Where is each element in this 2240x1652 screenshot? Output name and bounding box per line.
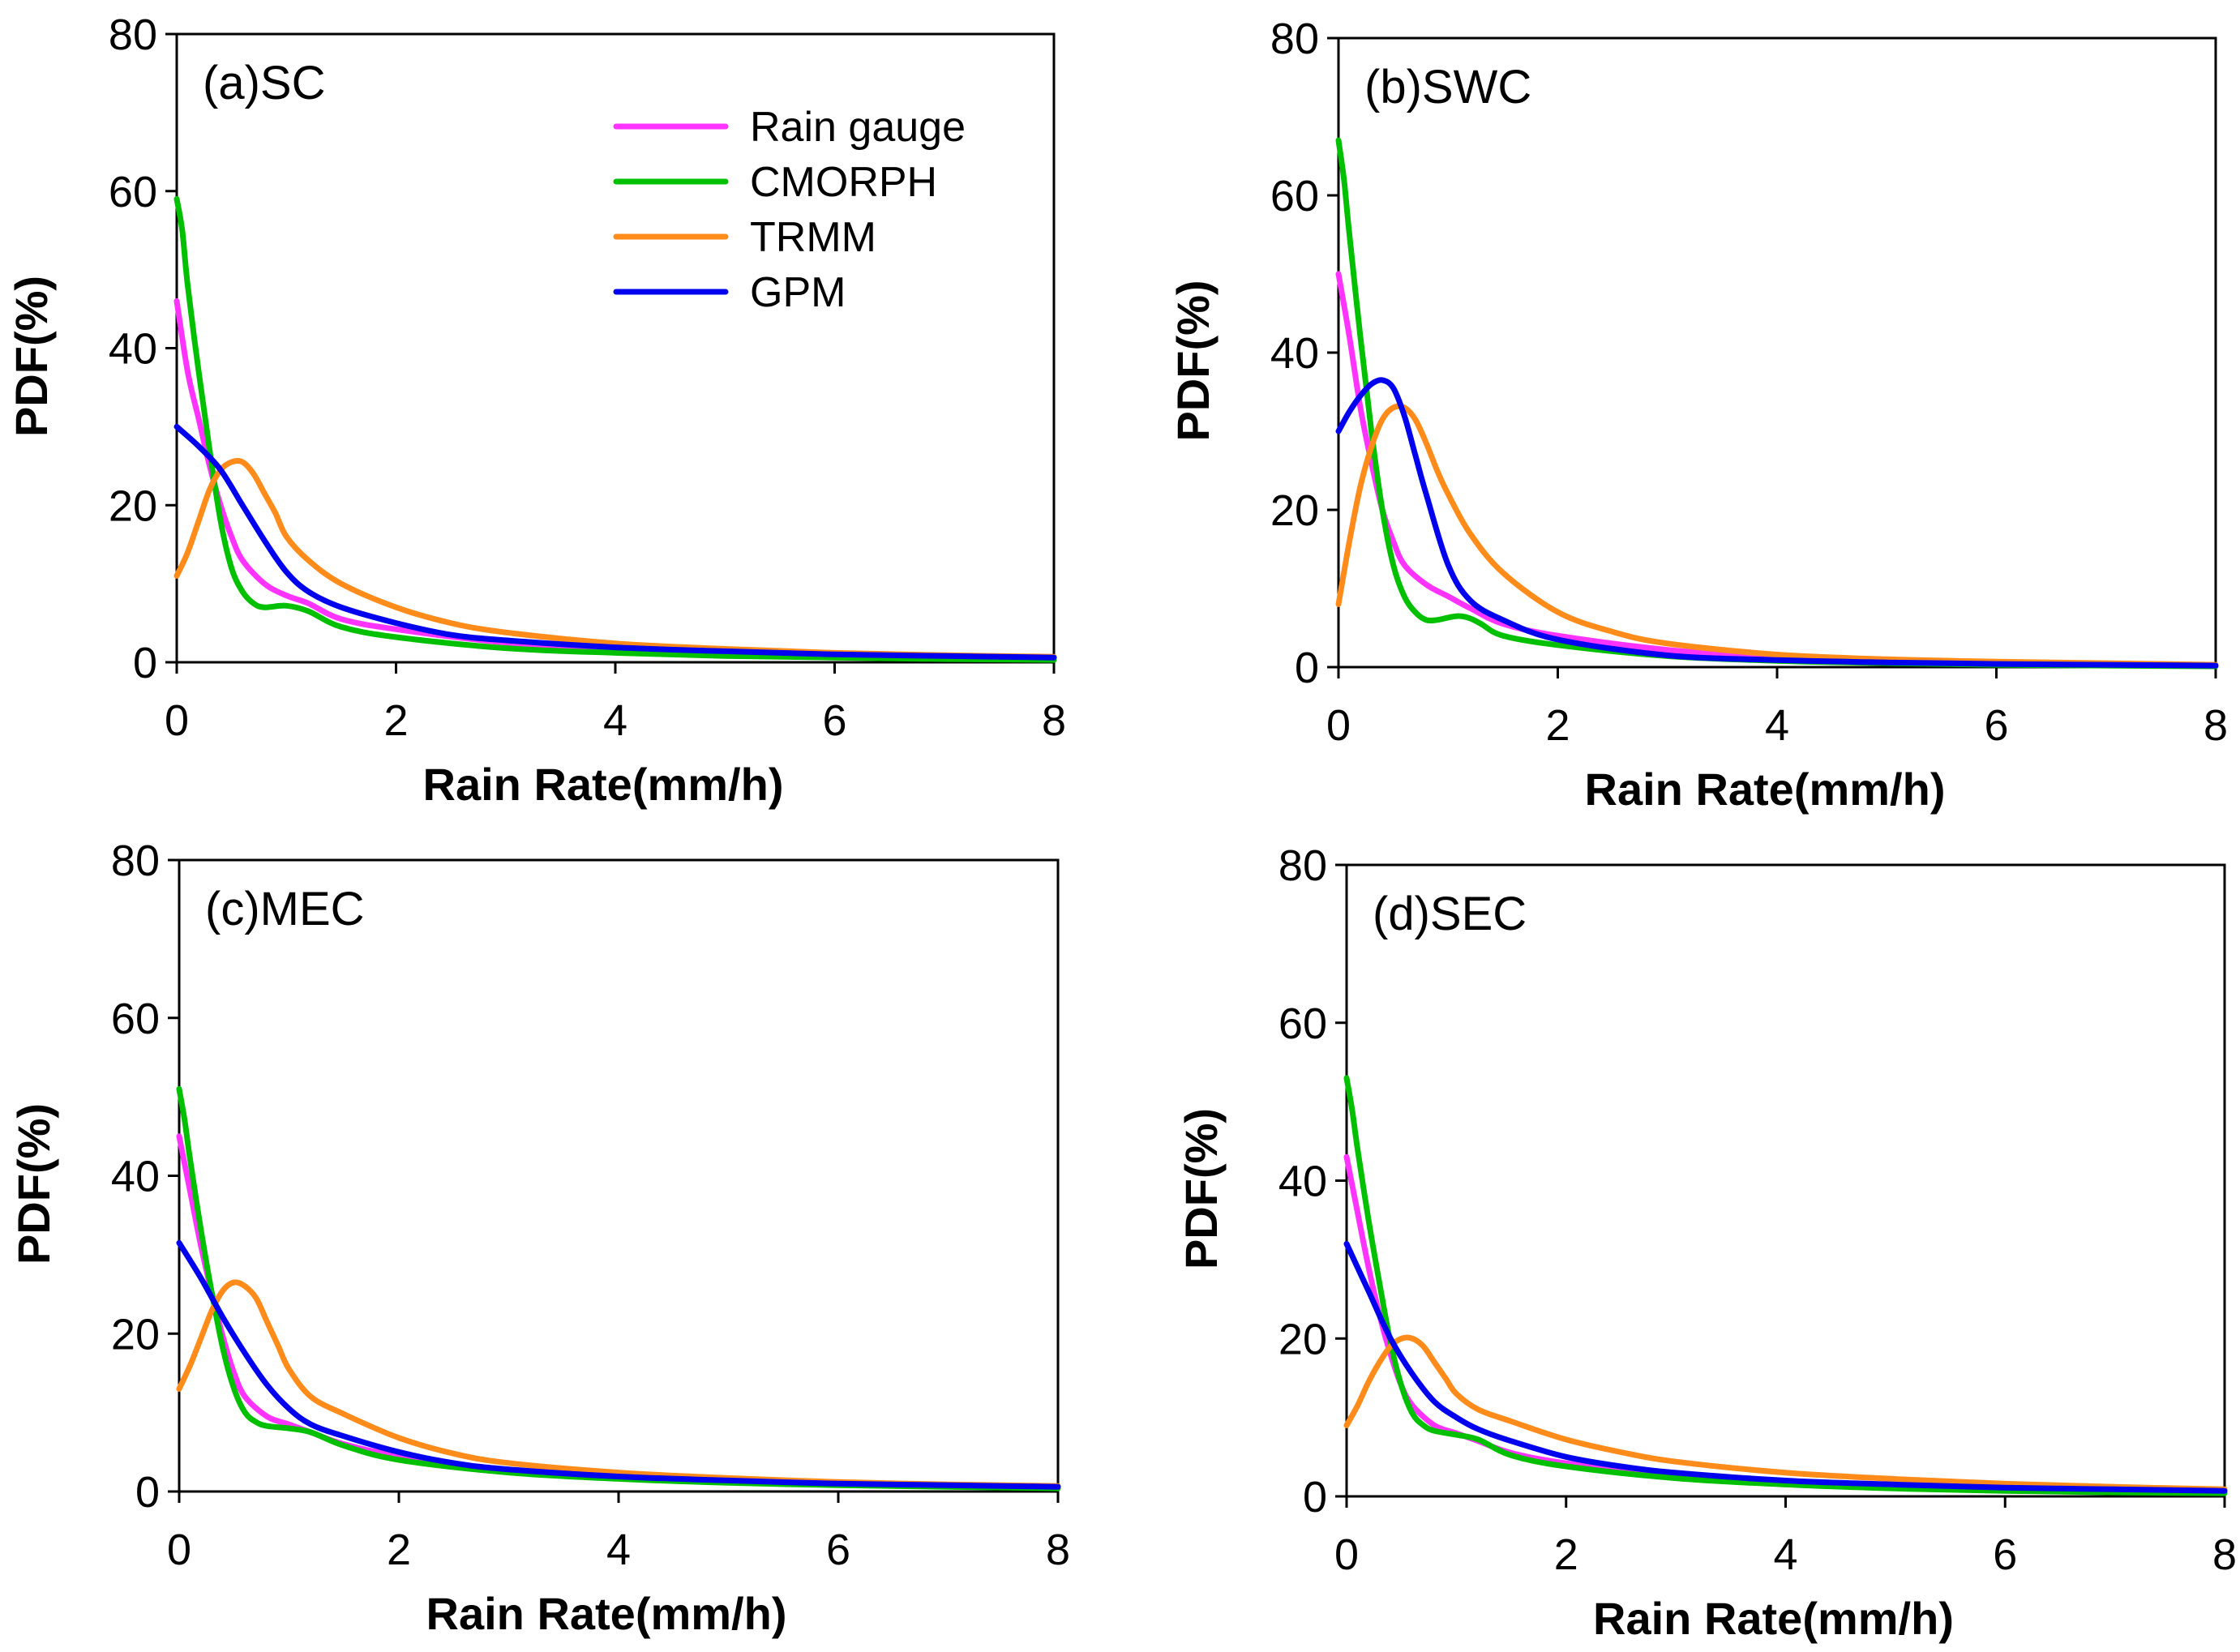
x-tick-label: 2 bbox=[383, 696, 408, 745]
x-tick-label: 8 bbox=[2204, 701, 2228, 750]
y-tick-label: 20 bbox=[109, 481, 157, 530]
chart-panel-2: 0 20 40 60 80 0 2 4 6 8 Rain Rate(mm/h) PDF(%) (b)SW… bbox=[1167, 15, 2228, 815]
series-line-gpm bbox=[176, 1239, 1061, 1490]
y-tick-label: 40 bbox=[1278, 1158, 1327, 1206]
y-axis-label: PDF(%) bbox=[1167, 280, 1219, 441]
y-tick-label: 60 bbox=[1270, 172, 1319, 220]
x-tick-label: 6 bbox=[826, 1526, 850, 1574]
x-tick-label: 6 bbox=[1993, 1530, 2017, 1579]
series-line-gpm bbox=[1343, 1240, 2228, 1494]
x-tick-label: 8 bbox=[1042, 696, 1066, 745]
y-tick-label: 40 bbox=[111, 1153, 160, 1201]
y-tick-label: 20 bbox=[111, 1310, 160, 1359]
y-tick-label: 60 bbox=[111, 995, 160, 1043]
x-tick-label: 2 bbox=[1545, 701, 1570, 750]
y-tick-label: 0 bbox=[135, 1468, 160, 1517]
x-axis-label: Rain Rate(mm/h) bbox=[1585, 764, 1946, 815]
series-line-trmm bbox=[173, 457, 1057, 660]
y-axis-label: PDF(%) bbox=[1176, 1108, 1227, 1269]
series-line-trmm bbox=[176, 1279, 1061, 1489]
panel-label: (b)SWC bbox=[1364, 61, 1531, 113]
legend-label: CMORPH bbox=[750, 159, 937, 206]
legend-label: TRMM bbox=[750, 214, 876, 261]
y-tick-label: 20 bbox=[1270, 486, 1319, 535]
x-tick-label: 6 bbox=[1984, 701, 2008, 750]
y-tick-label: 60 bbox=[1278, 999, 1327, 1048]
x-tick-label: 8 bbox=[2212, 1530, 2237, 1579]
x-axis-label: Rain Rate(mm/h) bbox=[426, 1588, 787, 1639]
y-tick-label: 0 bbox=[1303, 1473, 1327, 1521]
y-tick-label: 80 bbox=[109, 11, 157, 59]
panel-label: (c)MEC bbox=[205, 883, 365, 935]
chart-panel-3: 0 20 40 60 80 0 2 4 6 8 Rain Rate(mm/h) PDF(%) (c)ME… bbox=[8, 837, 1070, 1639]
series-line-cmorph bbox=[1343, 1075, 2228, 1496]
x-tick-label: 4 bbox=[603, 696, 627, 745]
x-axis-label: Rain Rate(mm/h) bbox=[423, 759, 784, 810]
x-tick-label: 8 bbox=[1046, 1526, 1070, 1574]
plot-frame bbox=[1345, 863, 2226, 1498]
y-axis-label: PDF(%) bbox=[6, 276, 57, 437]
series-line-trmm bbox=[1343, 1334, 2228, 1492]
y-tick-label: 0 bbox=[1295, 644, 1319, 692]
x-tick-label: 0 bbox=[165, 696, 189, 745]
legend: Rain gauge CMORPH TRMM GPM bbox=[613, 104, 966, 316]
series-line-rain-gauge bbox=[1335, 271, 2219, 669]
panel-label: (a)SC bbox=[203, 57, 325, 109]
x-tick-label: 4 bbox=[1773, 1530, 1797, 1579]
y-tick-label: 20 bbox=[1278, 1315, 1327, 1363]
series-line-gpm bbox=[173, 423, 1057, 661]
x-axis-label: Rain Rate(mm/h) bbox=[1593, 1593, 1954, 1644]
y-tick-label: 80 bbox=[1278, 841, 1327, 890]
y-tick-label: 80 bbox=[111, 837, 160, 885]
chart-panel-1: 0 20 40 60 80 0 2 4 6 8 Rain Rate(mm/h) PDF(%) (a)SC… bbox=[6, 11, 1066, 810]
legend-label: GPM bbox=[750, 269, 846, 316]
series-line-trmm bbox=[1335, 403, 2219, 668]
x-tick-label: 0 bbox=[167, 1526, 191, 1574]
x-tick-label: 2 bbox=[387, 1526, 411, 1574]
series-line-cmorph bbox=[176, 1085, 1061, 1492]
series-line-gpm bbox=[1335, 377, 2219, 669]
legend-label: Rain gauge bbox=[750, 104, 966, 151]
series-line-cmorph bbox=[173, 195, 1057, 663]
x-tick-label: 6 bbox=[822, 696, 846, 745]
y-tick-label: 60 bbox=[109, 168, 157, 216]
panel-label: (d)SEC bbox=[1373, 888, 1527, 940]
series-line-rain-gauge bbox=[173, 297, 1057, 661]
series-line-cmorph bbox=[1335, 137, 2219, 670]
y-tick-label: 80 bbox=[1270, 15, 1319, 63]
x-tick-label: 2 bbox=[1554, 1530, 1578, 1579]
y-tick-label: 40 bbox=[1270, 329, 1319, 378]
y-axis-label: PDF(%) bbox=[8, 1103, 59, 1265]
chart-panel-4: 0 20 40 60 80 0 2 4 6 8 Rain Rate(mm/h) PDF(%) (d)SE… bbox=[1176, 841, 2237, 1644]
x-tick-label: 0 bbox=[1326, 701, 1351, 750]
plot-frame bbox=[1337, 36, 2217, 669]
x-tick-label: 0 bbox=[1334, 1530, 1359, 1579]
y-tick-label: 0 bbox=[133, 639, 157, 687]
x-tick-label: 4 bbox=[1765, 701, 1789, 750]
y-tick-label: 40 bbox=[109, 325, 157, 374]
x-tick-label: 4 bbox=[606, 1526, 631, 1574]
